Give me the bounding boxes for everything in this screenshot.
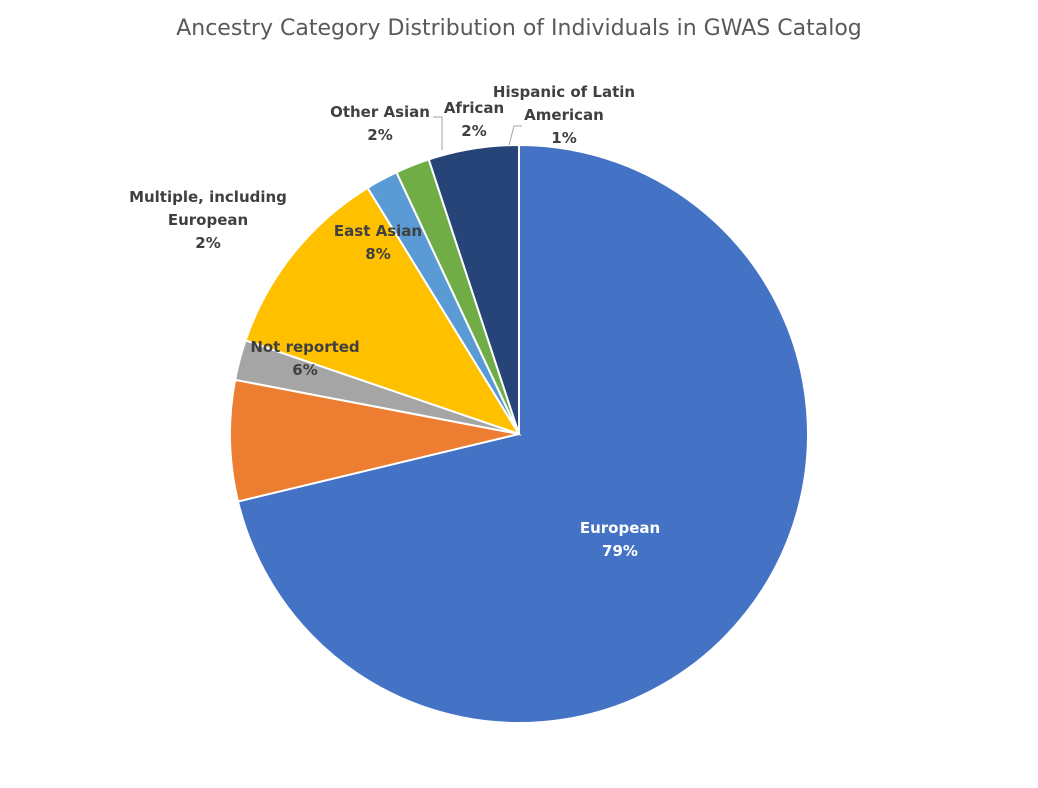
data-label-value: 1% xyxy=(551,129,576,147)
data-label-value: 2% xyxy=(195,234,220,252)
slices-layer xyxy=(229,143,809,724)
leader-line-hispanic-of-latin-american xyxy=(508,125,522,146)
data-label-east-asian: East Asian 8% xyxy=(334,222,422,263)
data-label-european: European 79% xyxy=(580,519,660,560)
leader-line-other-asian xyxy=(433,116,443,150)
data-label-other-asian: Other Asian 2% xyxy=(330,103,430,144)
data-label-value: 6% xyxy=(292,361,317,379)
pie-slice-hispanic-of-latin-american xyxy=(427,143,520,435)
data-label-value: 79% xyxy=(602,542,638,560)
data-label-name-line: Hispanic of Latin xyxy=(493,83,635,101)
pie-slice-not-reported xyxy=(229,378,520,503)
data-label-not-reported: Not reported 6% xyxy=(250,338,359,379)
data-label-hispanic-of-latin-american: Hispanic of Latin American 1% xyxy=(493,83,635,147)
data-label-name-line: Not reported xyxy=(250,338,359,356)
pie-slice-european xyxy=(236,143,809,724)
data-label-name-line: Other Asian xyxy=(330,103,430,121)
data-label-multiple-including-european: Multiple, including European 2% xyxy=(129,188,287,252)
pie-slice-east-asian xyxy=(244,186,522,436)
data-label-name-line: Multiple, including xyxy=(129,188,287,206)
data-label-african: African 2% xyxy=(444,99,504,140)
labels-layer: European 79% Not reported 6% Multiple, inclu… xyxy=(129,83,660,560)
data-label-value: 2% xyxy=(367,126,392,144)
data-label-value: 8% xyxy=(365,245,390,263)
data-label-name-line: East Asian xyxy=(334,222,422,240)
chart-title: Ancestry Category Distribution of Indivi… xyxy=(176,16,862,41)
data-label-name-line: African xyxy=(444,99,504,117)
data-label-name-line: American xyxy=(524,106,604,124)
leader-lines-layer xyxy=(433,116,522,150)
data-label-name-line: European xyxy=(168,211,248,229)
data-label-value: 2% xyxy=(461,122,486,140)
data-label-name-line: European xyxy=(580,519,660,537)
